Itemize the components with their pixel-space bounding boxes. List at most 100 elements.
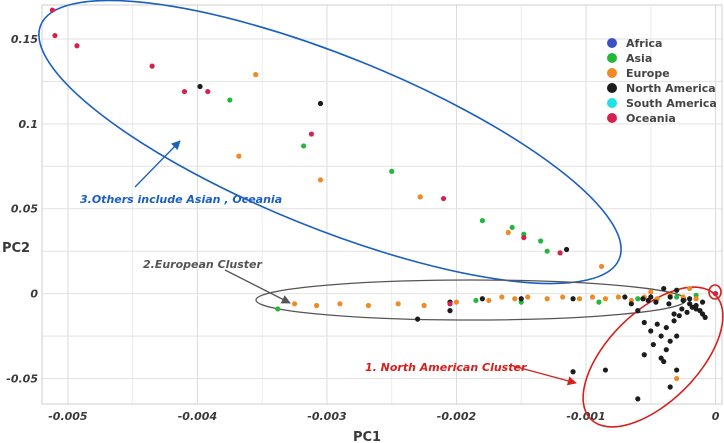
point-europe: [525, 294, 531, 300]
point-asia: [544, 248, 550, 254]
legend: Africa Asia Europe North America South Ameri…: [607, 37, 717, 125]
point-asia: [596, 299, 602, 305]
point-north-america: [658, 355, 664, 361]
point-north-america: [641, 319, 647, 326]
point-north-america: [635, 396, 641, 402]
axis-ticks: -0.005 -0.004 -0.003 -0.002 -0.001 0 -0.05 0 0.0…: [6, 33, 719, 423]
point-oceania: [712, 291, 719, 297]
point-north-america: [197, 83, 203, 90]
point-europe: [236, 153, 242, 159]
point-asia: [473, 297, 479, 304]
point-north-america: [648, 328, 654, 334]
point-europe: [693, 296, 699, 302]
origin-point-ellipse: [708, 284, 722, 300]
point-north-america: [447, 308, 453, 314]
point-europe: [598, 263, 605, 270]
legend-marker-north-america: [607, 83, 617, 93]
point-europe: [576, 296, 583, 302]
point-oceania: [447, 301, 453, 307]
plot-frame: [41, 4, 723, 405]
point-north-america: [640, 296, 646, 302]
point-europe: [365, 302, 371, 309]
point-europe: [499, 294, 505, 300]
point-north-america: [684, 309, 690, 315]
point-oceania: [49, 7, 55, 13]
point-asia: [389, 168, 395, 174]
legend-marker-europe: [607, 68, 617, 78]
x-tick-label: -0.004: [178, 410, 217, 423]
x-tick-label: -0.002: [437, 410, 477, 423]
point-north-america: [667, 294, 673, 300]
point-north-america: [563, 246, 570, 253]
legend-marker-south-america: [607, 98, 617, 108]
legend-label-south-america: South America: [626, 97, 717, 110]
point-north-america: [653, 299, 659, 305]
point-north-america: [676, 313, 682, 319]
y-tick-label: 0.15: [11, 33, 38, 46]
point-north-america: [674, 287, 680, 293]
point-europe: [313, 302, 320, 309]
point-europe: [486, 297, 492, 304]
y-tick-label: 0.05: [11, 203, 38, 216]
others-cluster-label: 3.Others include Asian , Oceania: [80, 193, 282, 206]
y-tick-label: 0: [30, 288, 38, 301]
point-asia: [509, 224, 515, 231]
legend-label-asia: Asia: [626, 52, 652, 65]
cluster-annotations: 3.Others include Asian , Oceania 2.Europe…: [38, 0, 724, 428]
point-north-america: [317, 100, 324, 107]
point-north-america: [415, 316, 421, 322]
point-europe: [291, 301, 298, 307]
point-europe: [421, 302, 427, 309]
legend-label-africa: Africa: [626, 37, 662, 50]
legend-label-north-america: North America: [626, 82, 716, 95]
north-american-cluster-arrow: [512, 365, 577, 386]
point-oceania: [440, 195, 447, 202]
point-oceania: [521, 235, 527, 241]
point-north-america: [661, 285, 667, 292]
x-tick-label: -0.003: [307, 410, 347, 423]
legend-marker-asia: [607, 53, 617, 63]
point-north-america: [687, 296, 693, 302]
point-north-america: [674, 333, 680, 339]
point-europe: [544, 296, 550, 302]
point-asia: [674, 294, 680, 300]
point-europe: [687, 285, 693, 292]
european-cluster-arrow: [224, 269, 291, 304]
point-oceania: [74, 43, 80, 49]
point-north-america: [667, 338, 673, 344]
point-north-america: [671, 318, 677, 324]
european-cluster-ellipse: [255, 279, 687, 321]
point-oceania: [308, 131, 315, 137]
point-north-america: [693, 302, 699, 309]
legend-marker-africa: [607, 38, 617, 48]
point-oceania: [52, 32, 58, 39]
legend-label-europe: Europe: [626, 67, 670, 80]
point-north-america: [658, 333, 664, 339]
point-europe: [648, 289, 654, 295]
point-europe: [417, 194, 423, 200]
y-axis-title: PC2: [2, 241, 30, 256]
point-europe: [615, 294, 621, 300]
point-north-america: [663, 324, 669, 331]
grid-lines: [41, 4, 723, 405]
x-axis-title: PC1: [353, 430, 381, 443]
point-north-america: [702, 314, 708, 321]
point-north-america: [570, 296, 576, 302]
point-north-america: [674, 367, 680, 373]
x-tick-label: -0.001: [566, 410, 605, 423]
x-tick-label: 0: [712, 410, 720, 423]
others-cluster-arrow: [134, 140, 181, 188]
point-asia: [275, 306, 281, 312]
point-asia: [301, 143, 307, 149]
point-north-america: [622, 294, 628, 300]
european-cluster-label: 2.European Cluster: [143, 258, 263, 271]
point-europe: [337, 301, 343, 307]
point-oceania: [205, 88, 211, 95]
point-north-america: [641, 352, 647, 358]
point-europe: [317, 177, 324, 183]
point-north-america: [645, 297, 651, 304]
point-north-america: [628, 301, 634, 307]
point-north-america: [570, 369, 576, 375]
point-north-america: [479, 296, 485, 302]
